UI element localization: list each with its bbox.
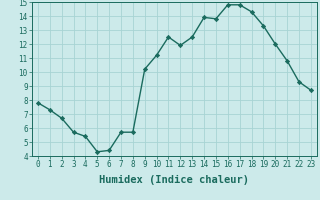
X-axis label: Humidex (Indice chaleur): Humidex (Indice chaleur) (100, 175, 249, 185)
